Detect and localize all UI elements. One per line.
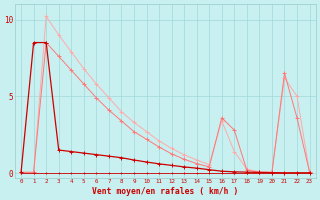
X-axis label: Vent moyen/en rafales ( km/h ): Vent moyen/en rafales ( km/h ) [92,187,238,196]
